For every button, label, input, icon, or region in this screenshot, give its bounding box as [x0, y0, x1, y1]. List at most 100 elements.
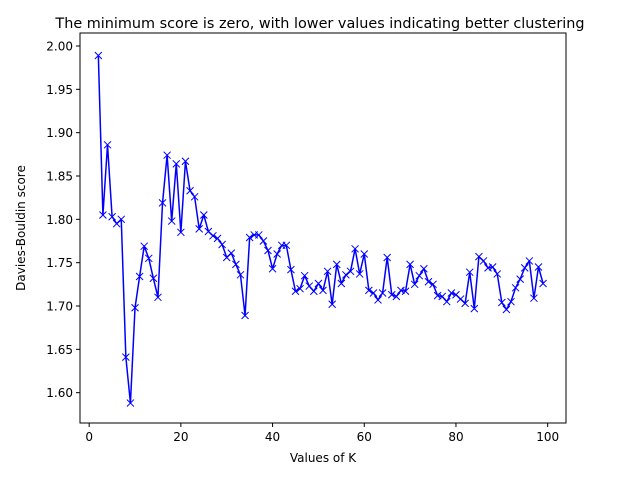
- data-point-marker: [383, 253, 392, 262]
- data-point-marker: [209, 231, 217, 240]
- chart-title: The minimum score is zero, with lower va…: [54, 16, 584, 32]
- data-point-marker: [415, 271, 424, 280]
- data-point-marker: [355, 270, 364, 278]
- data-point-marker: [374, 296, 382, 304]
- data-point-marker: [309, 287, 318, 296]
- data-point-marker: [177, 228, 185, 237]
- data-point-marker: [190, 192, 199, 201]
- data-point-marker: [323, 267, 332, 276]
- x-axis: 0 20 40 60 80 100: [85, 423, 559, 444]
- x-tick-label: 0: [85, 430, 93, 444]
- data-point-marker: [369, 289, 378, 297]
- data-point-marker: [140, 242, 149, 251]
- data-point-marker: [465, 268, 474, 277]
- y-axis: 1.60 1.65 1.70 1.75 1.80 1.85 1.90 1.95 2.00: [46, 40, 80, 400]
- data-point-marker: [172, 160, 181, 168]
- x-tick-label: 60: [357, 430, 372, 444]
- x-axis-label: Values of K: [290, 451, 357, 465]
- data-point-marker: [126, 399, 135, 407]
- data-point-marker: [433, 291, 442, 300]
- data-point-marker: [424, 277, 433, 286]
- data-point-marker: [181, 157, 190, 166]
- data-point-marker: [392, 292, 401, 301]
- data-point-marker: [259, 237, 268, 245]
- data-point-marker: [378, 289, 387, 297]
- data-point-marker: [268, 264, 277, 273]
- y-tick-label: 1.85: [46, 170, 73, 184]
- series-line: [97, 55, 544, 404]
- data-point-marker: [360, 250, 369, 258]
- y-tick-label: 1.70: [46, 300, 73, 314]
- y-tick-label: 1.95: [46, 83, 73, 97]
- data-point-marker: [493, 270, 502, 278]
- data-point-marker: [232, 260, 240, 269]
- data-point-marker: [213, 234, 222, 243]
- y-tick-label: 2.00: [46, 40, 73, 54]
- data-point-marker: [447, 289, 456, 297]
- data-point-marker: [273, 250, 282, 258]
- data-point-marker: [511, 283, 520, 292]
- data-point-marker: [442, 297, 451, 306]
- data-point-marker: [287, 265, 295, 274]
- data-point-marker: [314, 279, 323, 288]
- data-point-marker: [167, 217, 176, 225]
- data-point-marker: [103, 140, 112, 149]
- y-tick-label: 1.65: [46, 343, 73, 357]
- data-point-marker: [158, 199, 167, 207]
- data-point-marker: [300, 271, 309, 280]
- data-point-marker: [484, 264, 492, 272]
- data-point-marker: [195, 225, 204, 233]
- data-point-marker: [488, 263, 497, 271]
- data-point-marker: [319, 286, 327, 295]
- data-point-marker: [525, 257, 534, 265]
- data-point-marker: [163, 151, 171, 160]
- data-point-marker: [154, 293, 162, 302]
- data-point-marker: [245, 233, 254, 242]
- data-point-marker: [149, 274, 158, 283]
- data-point-marker: [410, 280, 419, 289]
- data-point-marker: [502, 305, 511, 314]
- y-tick-label: 1.60: [46, 386, 73, 400]
- data-point-marker: [429, 280, 437, 289]
- x-tick-label: 40: [265, 430, 280, 444]
- data-point-marker: [236, 270, 245, 279]
- y-tick-label: 1.75: [46, 256, 73, 270]
- data-point-marker: [387, 290, 396, 299]
- plot-area: [94, 51, 547, 407]
- y-axis-label: Davies-Bouldin score: [14, 165, 28, 291]
- data-point-marker: [144, 254, 153, 263]
- data-point-marker: [497, 298, 506, 307]
- data-point-marker: [520, 264, 529, 272]
- data-point-marker: [516, 275, 525, 283]
- data-point-marker: [131, 303, 139, 312]
- data-point-marker: [406, 260, 414, 269]
- data-point-marker: [241, 311, 249, 320]
- data-point-marker: [364, 286, 373, 295]
- data-point-marker: [135, 272, 144, 281]
- data-point-marker: [507, 297, 515, 306]
- data-point-marker: [397, 286, 405, 295]
- data-point-marker: [539, 279, 547, 288]
- data-point-marker: [342, 270, 350, 279]
- data-point-marker: [99, 211, 107, 219]
- data-point-marker: [199, 211, 208, 219]
- data-point-marker: [328, 300, 337, 309]
- data-point-marker: [401, 287, 410, 296]
- data-point-marker: [186, 186, 194, 195]
- x-tick-label: 20: [173, 430, 188, 444]
- data-point-marker: [218, 240, 226, 249]
- data-point-marker: [351, 244, 359, 253]
- data-point-marker: [282, 241, 291, 250]
- data-point-marker: [117, 215, 126, 224]
- data-point-marker: [530, 294, 538, 303]
- data-point-marker: [461, 299, 469, 308]
- data-point-marker: [420, 264, 428, 273]
- data-point-marker: [332, 260, 341, 269]
- data-point-marker: [227, 249, 236, 257]
- data-point-marker: [94, 51, 103, 60]
- plot-frame: [79, 32, 567, 424]
- data-point-marker: [291, 287, 300, 296]
- data-point-marker: [337, 279, 346, 288]
- y-tick-label: 1.90: [46, 126, 73, 140]
